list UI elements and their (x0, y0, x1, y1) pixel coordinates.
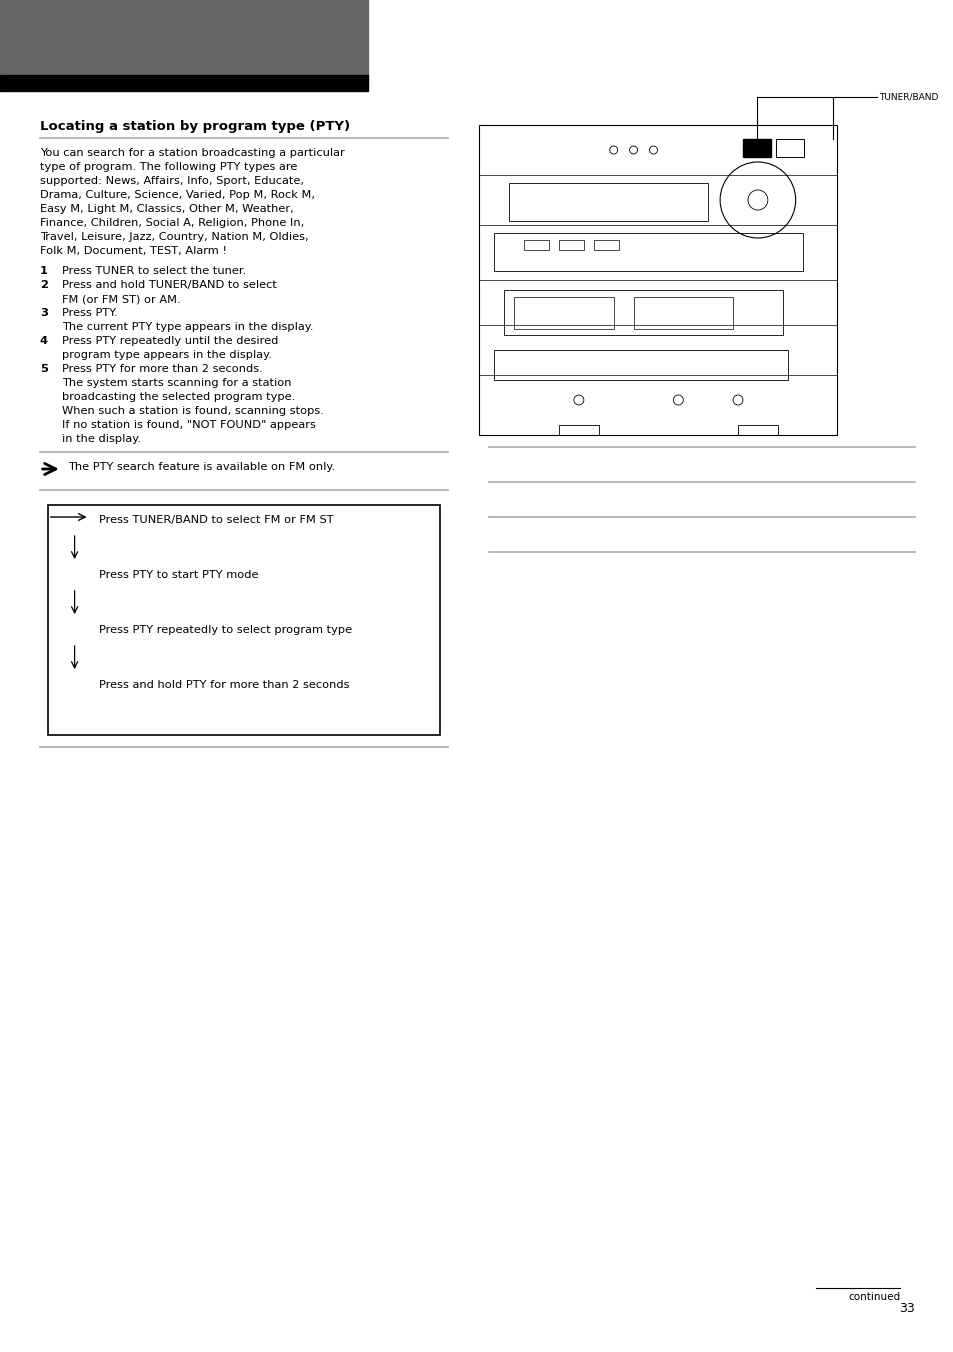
Text: 2: 2 (40, 280, 48, 289)
Text: 33: 33 (899, 1302, 914, 1315)
Text: When such a station is found, scanning stops.: When such a station is found, scanning s… (62, 406, 323, 416)
Text: TUNER/BAND: TUNER/BAND (879, 92, 938, 101)
Bar (738, 425, 777, 435)
Text: in the display.: in the display. (62, 434, 140, 443)
Text: The current PTY type appears in the display.: The current PTY type appears in the disp… (62, 322, 313, 333)
Text: Press TUNER/BAND to select FM or FM ST: Press TUNER/BAND to select FM or FM ST (99, 515, 334, 525)
Text: Press PTY for more than 2 seconds.: Press PTY for more than 2 seconds. (62, 364, 262, 375)
Bar (494, 233, 801, 270)
Text: 4: 4 (40, 337, 48, 346)
Text: The PTY search feature is available on FM only.: The PTY search feature is available on F… (68, 462, 335, 472)
Bar (558, 425, 598, 435)
Text: 1: 1 (40, 266, 48, 276)
Text: broadcasting the selected program type.: broadcasting the selected program type. (62, 392, 294, 402)
Text: Drama, Culture, Science, Varied, Pop M, Rock M,: Drama, Culture, Science, Varied, Pop M, … (40, 191, 314, 200)
Bar (0, 74, 368, 91)
Bar (742, 139, 770, 157)
Text: Press PTY repeatedly to select program type: Press PTY repeatedly to select program t… (99, 625, 353, 635)
Text: 5: 5 (40, 364, 48, 375)
Text: If no station is found, "NOT FOUND" appears: If no station is found, "NOT FOUND" appe… (62, 420, 315, 430)
Text: 3: 3 (40, 308, 48, 318)
Text: Press PTY to start PTY mode: Press PTY to start PTY mode (99, 571, 258, 580)
Bar (0, 0, 368, 74)
Text: Easy M, Light M, Classics, Other M, Weather,: Easy M, Light M, Classics, Other M, Weat… (40, 204, 294, 214)
Text: Press PTY.: Press PTY. (62, 308, 117, 318)
Text: Folk M, Document, TEST, Alarm !: Folk M, Document, TEST, Alarm ! (40, 246, 227, 256)
Text: Press and hold TUNER/BAND to select: Press and hold TUNER/BAND to select (62, 280, 276, 289)
Text: FM (or FM ST) or AM.: FM (or FM ST) or AM. (62, 293, 180, 304)
Text: Travel, Leisure, Jazz, Country, Nation M, Oldies,: Travel, Leisure, Jazz, Country, Nation M… (40, 233, 308, 242)
Bar (504, 289, 782, 335)
Bar (633, 297, 732, 329)
Text: type of program. The following PTY types are: type of program. The following PTY types… (40, 162, 296, 172)
Bar (494, 350, 787, 380)
Text: continued: continued (847, 1293, 900, 1302)
Bar (523, 241, 549, 250)
Bar (593, 241, 618, 250)
Text: Press and hold PTY for more than 2 seconds: Press and hold PTY for more than 2 secon… (99, 680, 350, 690)
Bar (558, 241, 583, 250)
Text: The system starts scanning for a station: The system starts scanning for a station (62, 379, 291, 388)
Bar (509, 183, 707, 220)
Bar (775, 139, 802, 157)
Text: supported: News, Affairs, Info, Sport, Educate,: supported: News, Affairs, Info, Sport, E… (40, 176, 303, 187)
Text: Locating a station by program type (PTY): Locating a station by program type (PTY) (40, 120, 350, 132)
Text: Finance, Children, Social A, Religion, Phone In,: Finance, Children, Social A, Religion, P… (40, 218, 304, 228)
Text: Press TUNER to select the tuner.: Press TUNER to select the tuner. (62, 266, 246, 276)
Text: program type appears in the display.: program type appears in the display. (62, 350, 272, 360)
Bar (48, 506, 439, 735)
Text: You can search for a station broadcasting a particular: You can search for a station broadcastin… (40, 147, 344, 158)
Bar (479, 124, 837, 435)
Text: Press PTY repeatedly until the desired: Press PTY repeatedly until the desired (62, 337, 277, 346)
Bar (514, 297, 613, 329)
